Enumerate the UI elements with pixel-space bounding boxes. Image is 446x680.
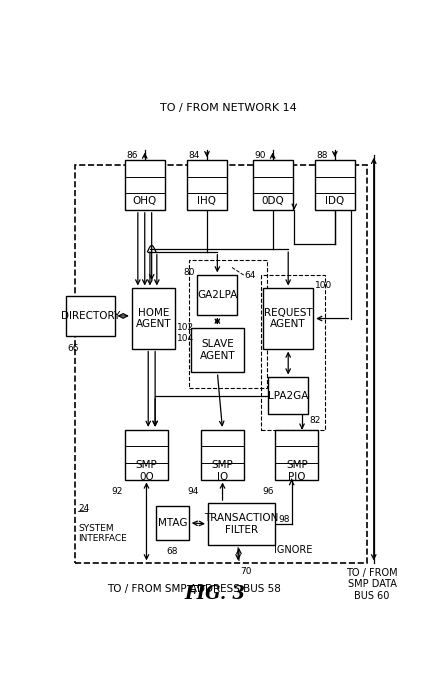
Text: 80: 80 [184,268,195,277]
Text: 64: 64 [244,271,256,280]
Text: SMP
IQ: SMP IQ [212,460,233,482]
Text: 92: 92 [112,487,123,496]
Text: 24: 24 [78,504,90,513]
Text: TO / FROM SMP ADDRESS BUS 58: TO / FROM SMP ADDRESS BUS 58 [107,585,281,594]
Text: 104: 104 [177,334,194,343]
Text: 88: 88 [317,152,328,160]
Bar [198,275,237,315]
Text: 86: 86 [127,152,138,160]
Text: 94: 94 [188,487,199,496]
Text: 70: 70 [241,566,252,576]
Bar [275,430,318,479]
Bar [190,328,244,372]
Bar [315,160,355,210]
Text: LPA2GA: LPA2GA [268,391,308,401]
Text: 98: 98 [278,515,289,524]
Text: IDQ: IDQ [325,197,344,207]
Text: MTAG: MTAG [157,517,187,528]
Text: 0DQ: 0DQ [261,197,284,207]
Bar [261,275,326,430]
Text: TO / FROM NETWORK 14: TO / FROM NETWORK 14 [160,103,297,113]
Bar [132,288,175,349]
Bar [208,503,275,545]
Bar [156,506,189,540]
Text: TO / FROM
SMP DATA
BUS 60: TO / FROM SMP DATA BUS 60 [346,568,398,601]
Text: FIG. 3: FIG. 3 [184,585,245,602]
Bar [66,296,115,335]
Text: 84: 84 [189,152,200,160]
Bar [125,430,168,479]
Text: 96: 96 [262,487,273,496]
Bar [187,160,227,210]
Text: HOME
AGENT: HOME AGENT [136,308,171,329]
Text: 66: 66 [68,344,79,353]
Text: SMP
0Q: SMP 0Q [136,460,157,482]
Text: REQUEST
AGENT: REQUEST AGENT [264,308,313,329]
Text: OHQ: OHQ [132,197,157,207]
Text: IGNORE: IGNORE [273,545,312,556]
Text: 90: 90 [255,152,266,160]
Text: IHQ: IHQ [198,197,216,207]
Bar [125,160,165,210]
Bar [268,377,308,414]
Text: DIRECTORY: DIRECTORY [61,311,120,321]
Text: SMP
PIQ: SMP PIQ [286,460,308,482]
Text: GA2LPA: GA2LPA [197,290,238,300]
Bar [189,260,267,388]
Bar [201,430,244,479]
Text: 68: 68 [167,547,178,556]
Text: 102: 102 [177,323,194,333]
Text: SLAVE
AGENT: SLAVE AGENT [199,339,235,361]
Text: TRANSACTION
FILTER: TRANSACTION FILTER [204,513,279,535]
Bar [75,165,367,563]
Text: SYSTEM
INTERFACE: SYSTEM INTERFACE [78,524,127,543]
Bar [263,288,313,349]
Text: 100: 100 [315,282,332,290]
Bar [253,160,293,210]
Text: 82: 82 [310,416,321,425]
